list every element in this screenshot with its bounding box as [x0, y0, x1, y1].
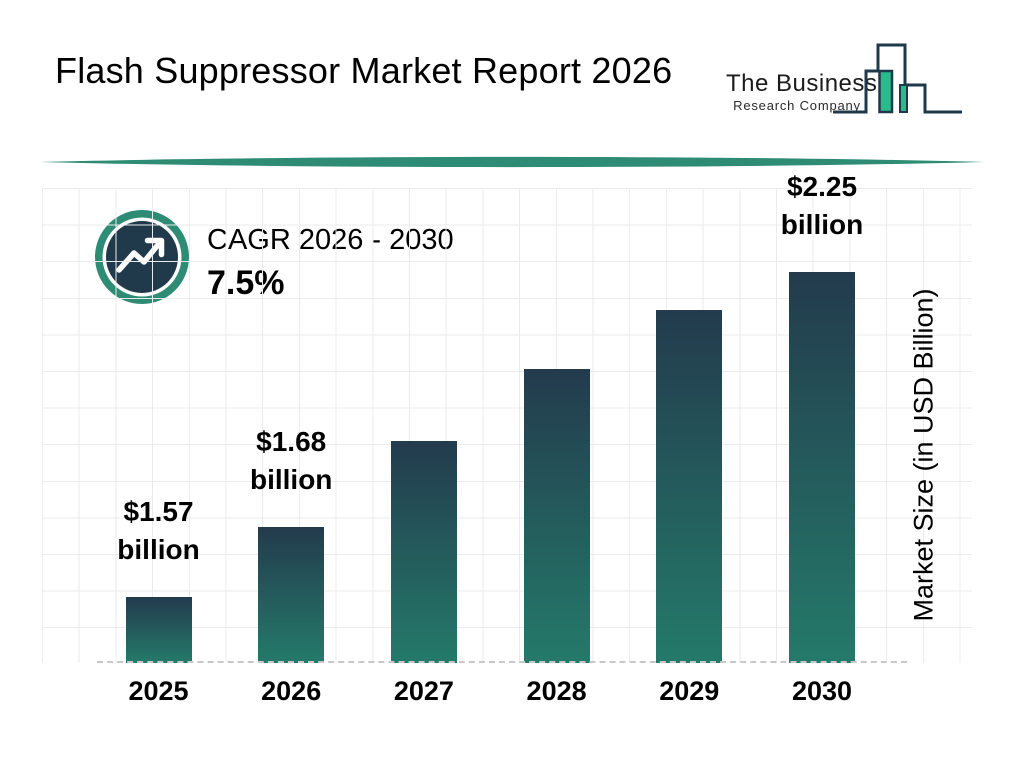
- logo-wordmark: The Business Research Company: [726, 70, 878, 113]
- x-tick-2027: 2027: [393, 676, 454, 706]
- chart-plot-area: [42, 188, 972, 663]
- bar-2030: [789, 272, 855, 663]
- x-tick-2030: 2030: [791, 676, 853, 706]
- logo-company-name: The Business: [726, 70, 878, 97]
- x-tick-2029: 2029: [659, 676, 720, 706]
- x-tick-2026: 2026: [261, 676, 322, 706]
- value-label-2026: $1.68 billion: [249, 426, 333, 495]
- bar-2026: [258, 527, 325, 663]
- x-tick-2028: 2028: [526, 676, 587, 706]
- bar-2029: [656, 310, 723, 663]
- bar-2028: [523, 369, 590, 663]
- value-label-2030: $2.25 billion: [780, 171, 864, 240]
- x-axis-baseline: [97, 661, 907, 663]
- x-tick-2025: 2025: [128, 676, 189, 706]
- bar-2027: [390, 441, 457, 663]
- y-axis-label: Market Size (in USD Billion): [908, 288, 939, 622]
- bar-2025: [125, 597, 192, 663]
- value-label-2025: $1.57 billion: [117, 496, 200, 565]
- company-logo-skyline-icon: [833, 43, 962, 114]
- header-divider: [40, 156, 984, 168]
- logo-company-subtitle: Research Company: [733, 98, 861, 113]
- page-title: Flash Suppressor Market Report 2026: [55, 50, 673, 91]
